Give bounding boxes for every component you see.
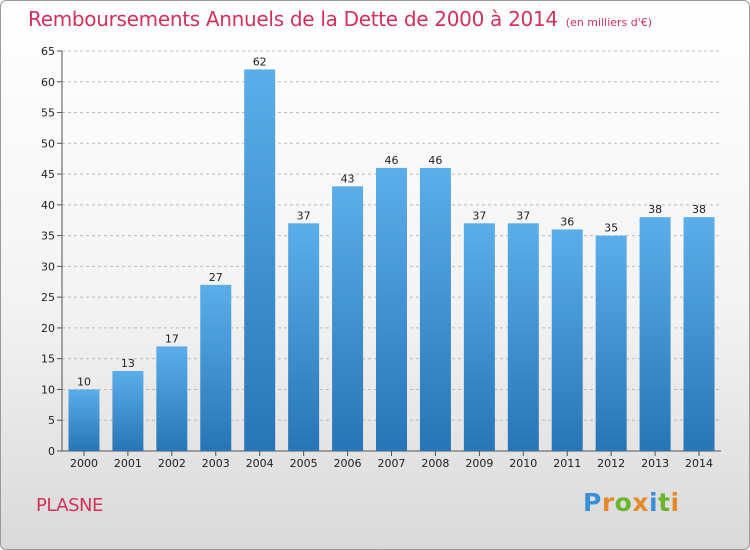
x-tick-label: 2005: [290, 457, 318, 470]
bar: [244, 69, 276, 451]
y-tick-label: 0: [48, 445, 55, 458]
y-tick-label: 45: [41, 168, 55, 181]
x-tick-label: 2006: [334, 457, 362, 470]
chart-subtitle: (en milliers d'€): [565, 16, 653, 29]
x-tick-label: 2009: [465, 457, 493, 470]
bar-value-label: 35: [604, 222, 618, 235]
logo-letter: x: [632, 488, 649, 517]
bar-value-label: 38: [648, 203, 662, 216]
x-tick-label: 2003: [202, 457, 230, 470]
bar: [288, 223, 320, 451]
x-tick-label: 2002: [158, 457, 186, 470]
bar-value-label: 27: [209, 271, 223, 284]
bar: [551, 229, 583, 451]
bar-value-label: 37: [516, 209, 530, 222]
bar: [639, 217, 671, 451]
bar-value-label: 37: [472, 209, 486, 222]
bar-value-label: 43: [341, 172, 355, 185]
proxiti-logo[interactable]: Proxiti: [583, 488, 680, 517]
x-tick-label: 2014: [685, 457, 713, 470]
x-tick-label: 2007: [378, 457, 406, 470]
bar-value-label: 46: [428, 154, 442, 167]
y-tick-label: 10: [41, 383, 55, 396]
chart-title: Remboursements Annuels de la Dette de 20…: [28, 7, 652, 31]
bar: [595, 235, 627, 451]
y-tick-label: 20: [41, 322, 55, 335]
logo-letter: o: [614, 488, 633, 517]
bar: [463, 223, 495, 451]
x-tick-label: 2010: [509, 457, 537, 470]
y-tick-label: 55: [41, 107, 55, 120]
bar-value-label: 37: [297, 209, 311, 222]
logo-letter: i: [670, 488, 680, 517]
bar-value-label: 10: [77, 375, 91, 388]
y-tick-label: 30: [41, 260, 55, 273]
bar-value-label: 17: [165, 332, 179, 345]
bar-value-label: 46: [385, 154, 399, 167]
bar-value-label: 36: [560, 215, 574, 228]
bar-value-label: 62: [253, 55, 267, 68]
commune-name: PLASNE: [36, 495, 103, 516]
bar: [332, 186, 364, 451]
logo-letter: t: [658, 488, 671, 517]
x-tick-label: 2013: [641, 457, 669, 470]
bar-value-label: 38: [692, 203, 706, 216]
logo-letter: P: [583, 488, 602, 517]
bar-value-label: 13: [121, 357, 135, 370]
y-tick-label: 60: [41, 76, 55, 89]
y-tick-label: 5: [48, 414, 55, 427]
y-tick-label: 35: [41, 230, 55, 243]
bar: [419, 167, 451, 451]
bar: [507, 223, 539, 451]
logo-letter: r: [601, 488, 615, 517]
y-tick-label: 15: [41, 353, 55, 366]
bar: [68, 389, 100, 451]
bar: [200, 284, 232, 451]
x-tick-label: 2004: [246, 457, 274, 470]
chart-title-text: Remboursements Annuels de la Dette de 20…: [28, 7, 558, 31]
x-tick-label: 2012: [597, 457, 625, 470]
bar: [112, 371, 144, 451]
x-tick-label: 2008: [421, 457, 449, 470]
x-tick-label: 2000: [70, 457, 98, 470]
x-tick-label: 2001: [114, 457, 142, 470]
bars: [68, 69, 715, 451]
bar: [683, 217, 715, 451]
y-tick-label: 25: [41, 291, 55, 304]
bar: [376, 167, 407, 451]
y-tick-label: 50: [41, 137, 55, 150]
y-tick-label: 40: [41, 199, 55, 212]
labels: 0 5 10 15 20 25 30 35 40 45 50 55 60 65 10 2000 13 2001 17…: [41, 45, 713, 470]
x-tick-label: 2011: [553, 457, 581, 470]
logo-letter: i: [649, 488, 659, 517]
y-tick-label: 65: [41, 45, 55, 58]
bar: [156, 346, 188, 451]
